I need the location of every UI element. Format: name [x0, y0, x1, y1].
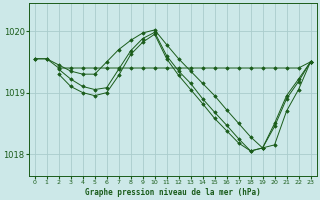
X-axis label: Graphe pression niveau de la mer (hPa): Graphe pression niveau de la mer (hPa): [85, 188, 260, 197]
